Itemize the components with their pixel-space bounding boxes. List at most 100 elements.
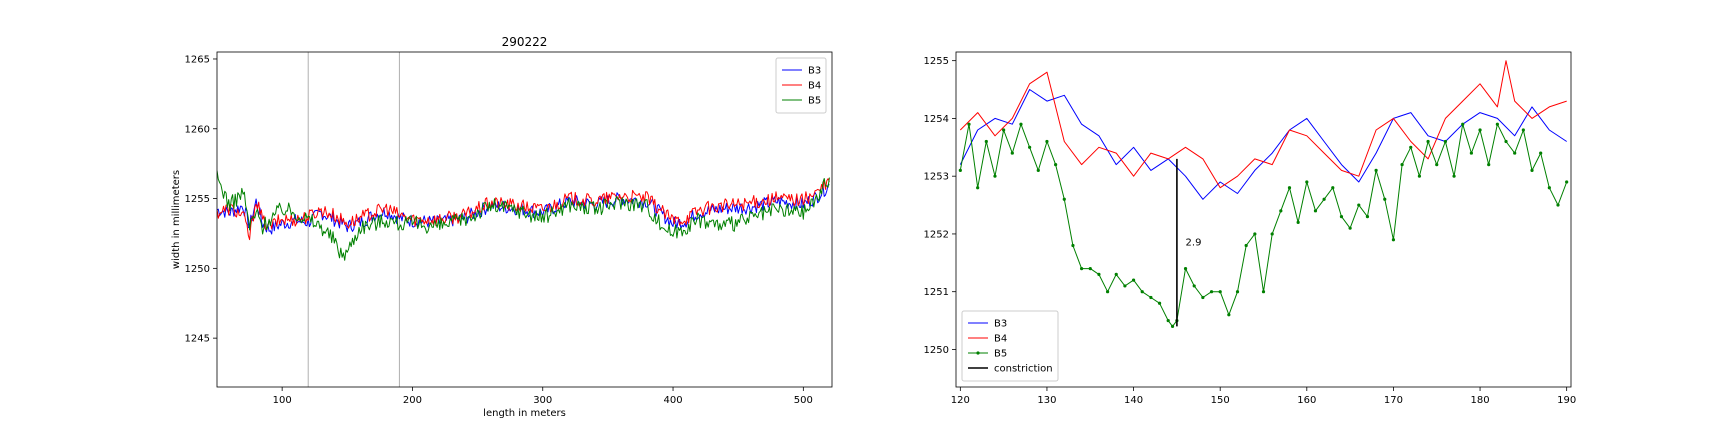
right-b5-point	[1235, 290, 1240, 294]
right-b5-point	[958, 168, 962, 173]
right-b5-point	[1270, 232, 1274, 236]
left-y-tick-label: 1245	[185, 334, 210, 345]
right-b5-point	[1348, 226, 1352, 230]
left-legend-label-b3: B3	[808, 66, 821, 77]
right-b5-point	[1547, 186, 1551, 190]
right-b5-point	[1105, 290, 1110, 294]
left-y-axis-label: width in millimeters	[171, 170, 182, 269]
right-b5-point	[1339, 215, 1344, 219]
right-b5-point	[1374, 168, 1378, 173]
right-b5-point	[1487, 163, 1491, 167]
right-y-tick-label: 1253	[924, 172, 949, 183]
left-series-b4	[217, 178, 830, 241]
right-legend-label-constriction: constriction	[994, 364, 1053, 375]
right-b5-point	[1201, 295, 1205, 300]
right-y-tick-label: 1252	[924, 229, 949, 240]
right-b5-point	[1383, 197, 1387, 201]
right-b5-point	[1443, 139, 1448, 144]
left-y-tick-label: 1250	[185, 264, 210, 275]
right-b5-point	[1391, 238, 1396, 242]
right-b5-point	[984, 139, 988, 144]
right-b5-point	[1313, 209, 1318, 213]
right-b5-point	[1253, 232, 1257, 236]
right-b5-point	[1261, 290, 1266, 294]
right-b5-point	[1227, 313, 1231, 317]
right-b5-point	[1400, 163, 1404, 167]
left-x-tick-label: 400	[663, 395, 682, 406]
left-x-tick-label: 500	[794, 395, 813, 406]
right-b5-point	[1435, 163, 1439, 167]
right-b5-point	[1417, 174, 1422, 178]
right-chart: 2.9 120 130 140 150 160 170 180 190 1250 1251 125…	[924, 51, 1576, 406]
right-legend-box	[961, 310, 1059, 382]
right-legend-label-b3: B3	[994, 319, 1007, 330]
right-b5-point	[1054, 163, 1058, 167]
right-b5-point	[1530, 168, 1534, 173]
right-b5-point	[1062, 197, 1066, 201]
right-b5-point	[1019, 122, 1023, 126]
right-b5-point	[1157, 301, 1162, 305]
right-b5-point	[1028, 145, 1032, 149]
right-b5-point	[1504, 139, 1508, 144]
right-legend-label-b5: B5	[994, 349, 1007, 360]
right-b5-point	[1495, 122, 1499, 126]
right-b5-point	[1539, 151, 1543, 155]
left-chart-title: 290222	[502, 35, 548, 49]
right-x-tick-label: 160	[1297, 395, 1316, 406]
right-b5-point	[1170, 324, 1175, 328]
right-x-tick-label: 140	[1124, 395, 1143, 406]
right-x-tick-label: 150	[1211, 395, 1230, 406]
right-b5-point	[1088, 266, 1092, 271]
right-b5-point	[1513, 151, 1517, 155]
right-b5-point	[1123, 284, 1127, 288]
right-axes-frame	[955, 51, 1572, 388]
right-b5-point	[1209, 290, 1214, 294]
right-b5-point	[1357, 203, 1361, 207]
right-x-tick-label: 180	[1471, 395, 1490, 406]
right-y-tick-label: 1251	[924, 287, 949, 298]
right-b5-point	[1461, 122, 1465, 126]
right-b5-point	[1131, 278, 1136, 282]
right-x-tick-label: 170	[1384, 395, 1403, 406]
right-b5-point	[1192, 284, 1196, 288]
right-b5-point	[1322, 197, 1326, 201]
right-legend-marker	[976, 351, 980, 355]
right-b5-point	[967, 122, 971, 126]
right-b5-point	[1469, 151, 1473, 155]
right-x-tick-label: 190	[1557, 395, 1576, 406]
left-x-tick-label: 100	[273, 395, 292, 406]
left-y-tick-label: 1265	[185, 54, 210, 65]
left-chart: 100 200 300 400 500 1245 1250 1255 1260 1265 290…	[171, 35, 833, 419]
right-x-tick-label: 130	[1037, 395, 1056, 406]
right-legend: B3 B4 B5 constriction	[961, 310, 1059, 382]
right-b5-point	[1331, 186, 1335, 190]
right-b5-point	[1426, 139, 1430, 144]
right-b5-point	[1218, 290, 1222, 294]
right-b5-point	[1010, 151, 1014, 155]
right-y-tick-label: 1254	[924, 114, 949, 125]
right-b5-point	[1140, 290, 1144, 294]
right-b5-point	[1365, 215, 1370, 219]
left-legend-label-b5: B5	[808, 96, 821, 107]
left-series-b3	[217, 183, 830, 235]
left-x-axis-label: length in meters	[483, 408, 566, 419]
left-legend: B3 B4 B5	[775, 57, 827, 114]
right-b5-point	[1045, 139, 1049, 144]
left-x-tick-label: 300	[533, 395, 552, 406]
left-series-b5	[217, 170, 830, 261]
right-b5-point	[1296, 220, 1300, 224]
right-y-tick-label: 1255	[924, 56, 949, 67]
right-b5-point	[1183, 266, 1188, 271]
left-x-tick-label: 200	[403, 395, 422, 406]
right-b5-point	[1166, 318, 1170, 323]
right-series-b5	[959, 123, 1568, 327]
right-b5-point	[1521, 128, 1525, 132]
right-y-tick-label: 1250	[924, 345, 949, 356]
left-axes-frame	[216, 51, 833, 388]
left-y-tick-label: 1260	[185, 124, 210, 135]
right-b5-point	[1071, 243, 1075, 248]
right-b5-point	[1478, 128, 1482, 132]
right-b5-point	[1114, 272, 1118, 276]
right-b5-point	[1097, 272, 1101, 276]
